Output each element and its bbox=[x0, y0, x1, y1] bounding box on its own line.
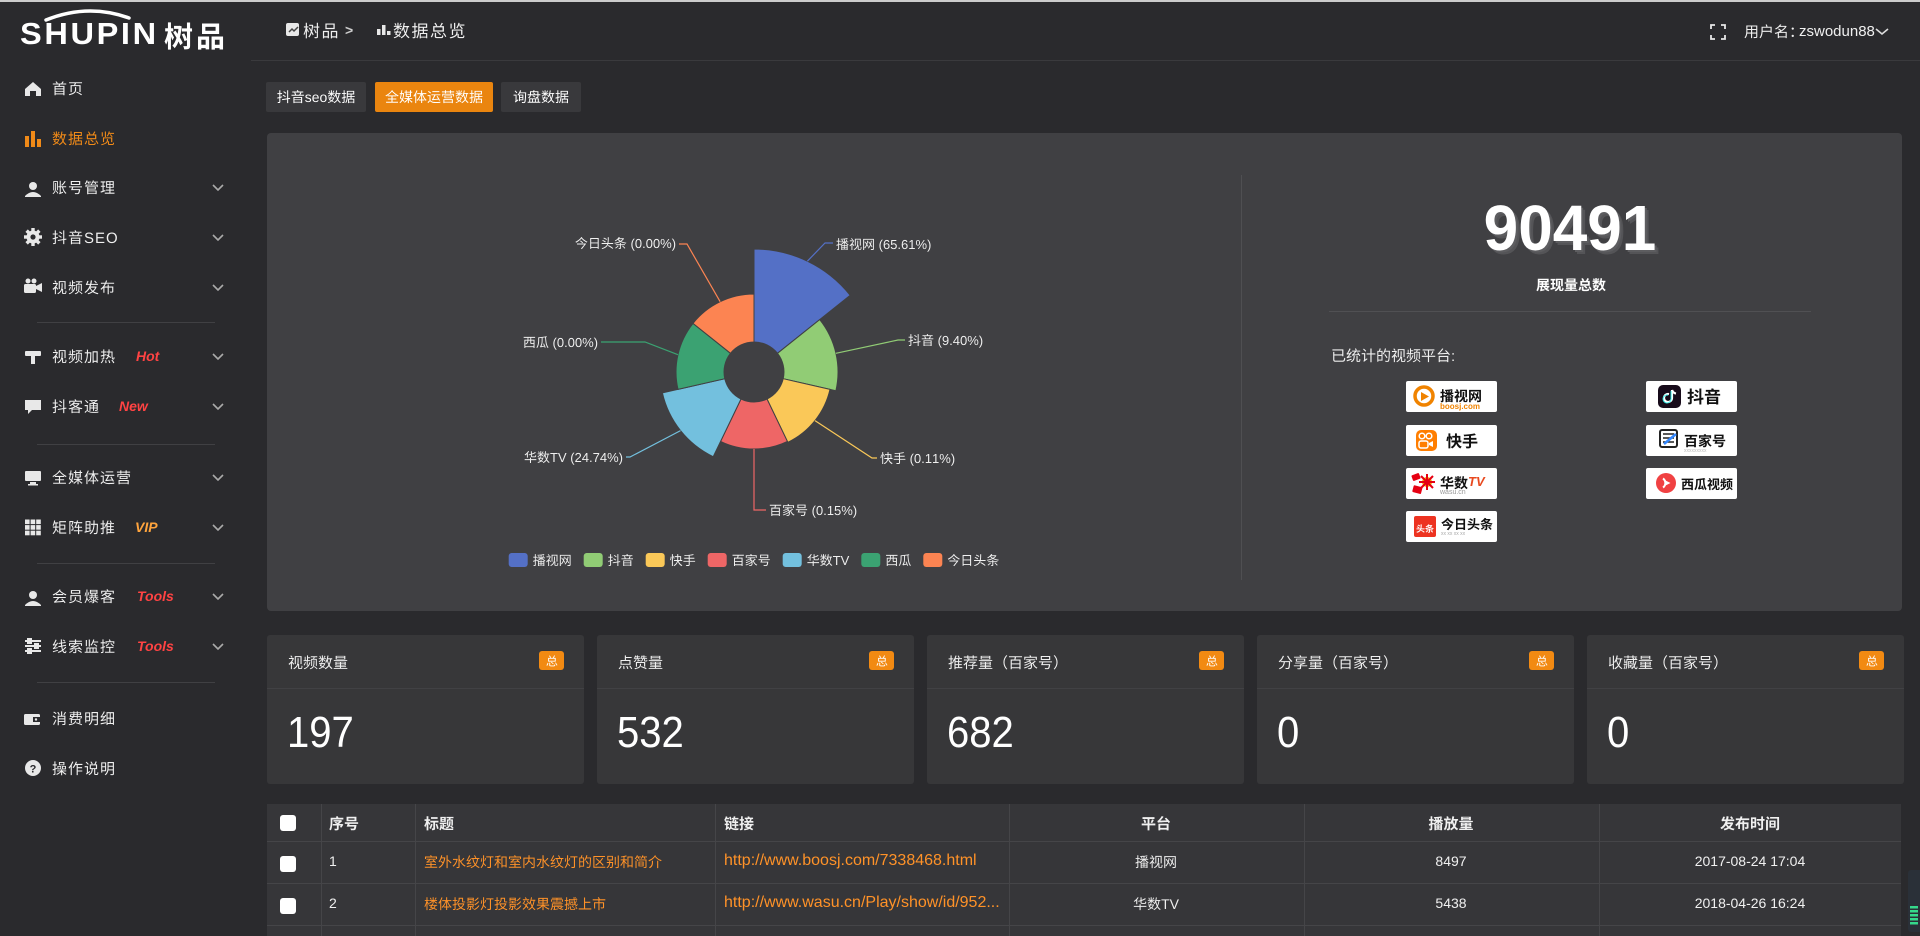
svg-text:?: ? bbox=[30, 764, 37, 776]
